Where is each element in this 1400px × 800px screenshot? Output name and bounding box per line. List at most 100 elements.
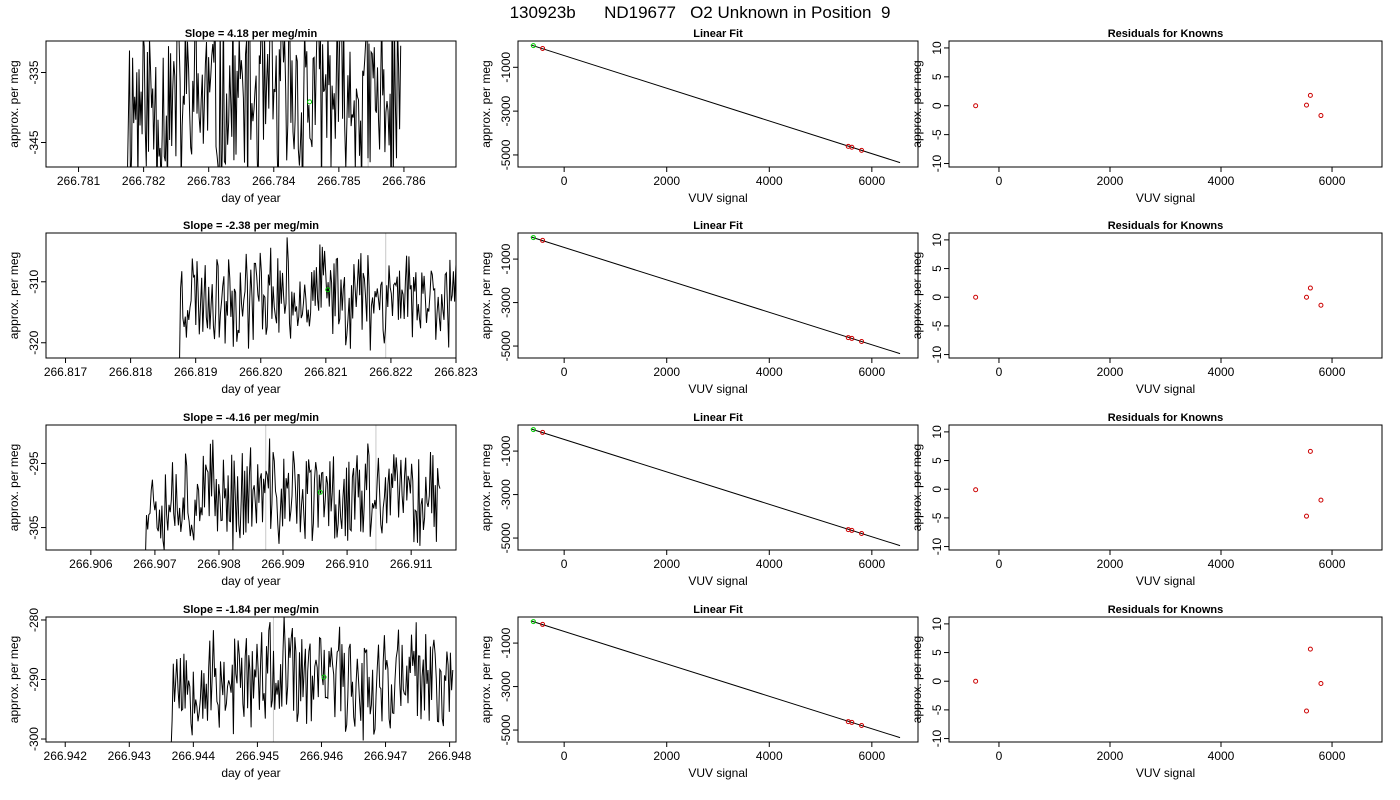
x-tick-label: 2000 (1097, 174, 1124, 188)
panel-title: Slope = 4.18 per meg/min (185, 28, 318, 40)
y-tick-label: -320 (27, 330, 41, 354)
known-point (973, 294, 979, 300)
known-point (1307, 92, 1313, 98)
x-tick-label: 4000 (1208, 749, 1235, 763)
plot-box (517, 616, 919, 743)
x-tick-label: 0 (561, 174, 568, 188)
series-line (145, 438, 441, 550)
x-tick-label: 4000 (1208, 557, 1235, 571)
x-tick-label: 266.943 (108, 749, 152, 763)
panel-0-1: Linear Fit 0 2000 4000 6000 -1000 -3000 -5000 VU… (479, 28, 919, 205)
panel-title: Linear Fit (693, 220, 743, 232)
x-tick-label: 266.908 (197, 557, 241, 571)
known-point (849, 719, 855, 725)
x-tick-label: 266.947 (364, 749, 408, 763)
x-tick-label: 0 (996, 365, 1003, 379)
panel-3-2: Residuals for Knowns 0 2000 4000 6000 10 5 0 -5 -… (910, 604, 1383, 780)
y-tick-label: -5 (930, 512, 944, 523)
x-tick-label: 2000 (1097, 365, 1124, 379)
y-axis-label: approx. per meg (7, 636, 21, 723)
y-tick-label: 0 (930, 486, 944, 493)
y-axis-label: approx. per meg (479, 444, 493, 531)
panel-3-1: Linear Fit 0 2000 4000 6000 -1000 -3000 -5000 VU… (479, 604, 919, 780)
x-tick-label: 266.945 (236, 749, 280, 763)
x-tick-label: 266.784 (252, 174, 296, 188)
known-point (540, 429, 546, 435)
x-tick-label: 2000 (1097, 749, 1124, 763)
plot-area (530, 235, 901, 355)
plot-box (45, 232, 457, 359)
x-tick-label: 266.819 (174, 365, 218, 379)
x-tick-label: 266.948 (428, 749, 472, 763)
known-point (859, 530, 865, 536)
y-tick-label: -3000 (499, 95, 513, 126)
x-axis-label: VUV signal (1136, 382, 1195, 396)
known-point (973, 678, 979, 684)
x-tick-label: 266.782 (122, 174, 166, 188)
known-point (1307, 646, 1313, 652)
y-tick-label: -335 (27, 60, 41, 84)
y-tick-label: -1000 (499, 627, 513, 658)
y-axis-label: approx. per meg (910, 636, 924, 723)
x-axis-label: day of year (221, 191, 280, 205)
x-tick-label: 266.821 (304, 365, 348, 379)
y-axis-label: approx. per meg (479, 636, 493, 723)
known-point (849, 144, 855, 150)
y-tick-label: -5000 (499, 139, 513, 170)
y-tick-label: -310 (27, 269, 41, 293)
x-tick-label: 6000 (858, 557, 885, 571)
x-tick-label: 266.820 (239, 365, 283, 379)
x-tick-label: 0 (561, 365, 568, 379)
x-axis-label: VUV signal (688, 574, 747, 588)
x-tick-label: 266.907 (133, 557, 177, 571)
x-axis-label: VUV signal (688, 382, 747, 396)
known-point (973, 487, 979, 493)
y-tick-label: -5 (930, 704, 944, 715)
panel-title: Linear Fit (693, 28, 743, 40)
panel-3-0: Slope = -1.84 per meg/min 266.942 266.943 2… (7, 604, 472, 780)
y-tick-label: -10 (930, 730, 944, 748)
x-tick-label: 266.906 (69, 557, 113, 571)
panel-title: Slope = -4.16 per meg/min (183, 412, 319, 424)
y-tick-label: -300 (27, 727, 41, 751)
y-tick-label: -1000 (499, 435, 513, 466)
panel-title: Linear Fit (693, 604, 743, 616)
y-tick-label: 0 (930, 102, 944, 109)
known-point (1304, 294, 1310, 300)
known-point (540, 621, 546, 627)
known-point (859, 338, 865, 344)
panel-0-2: Residuals for Knowns 0 2000 4000 6000 10 5 0 -5 -… (910, 28, 1383, 205)
known-point (1318, 497, 1324, 503)
panel-0-0: Slope = 4.18 per meg/min 266.781 266.782 26… (7, 28, 457, 205)
fit-line (530, 236, 901, 355)
x-tick-label: 6000 (858, 174, 885, 188)
y-tick-label: -3000 (499, 287, 513, 318)
known-point (1304, 708, 1310, 714)
y-tick-label: -3000 (499, 671, 513, 702)
x-tick-label: 266.909 (261, 557, 305, 571)
x-tick-label: 6000 (1319, 749, 1346, 763)
y-axis-label: approx. per meg (7, 60, 21, 147)
known-point (1304, 102, 1310, 108)
y-tick-label: 10 (930, 41, 944, 55)
x-axis-label: day of year (221, 766, 280, 780)
plot-box (517, 40, 919, 168)
known-point (540, 45, 546, 51)
y-tick-label: -1000 (499, 52, 513, 83)
x-tick-label: 4000 (1208, 365, 1235, 379)
panel-title: Slope = -2.38 per meg/min (183, 220, 319, 232)
x-tick-label: 0 (561, 557, 568, 571)
panel-title: Residuals for Knowns (1108, 28, 1224, 40)
plot-area (973, 285, 1324, 308)
plot-area (179, 233, 456, 358)
x-tick-label: 4000 (756, 365, 783, 379)
panel-title: Residuals for Knowns (1108, 412, 1224, 424)
plot-box (517, 424, 919, 551)
panel-title: Residuals for Knowns (1108, 220, 1224, 232)
plot-box (948, 40, 1383, 168)
x-axis-label: day of year (221, 574, 280, 588)
x-tick-label: 6000 (1319, 365, 1346, 379)
x-axis-label: VUV signal (1136, 574, 1195, 588)
y-tick-label: -5000 (499, 522, 513, 553)
series-line (179, 237, 456, 358)
